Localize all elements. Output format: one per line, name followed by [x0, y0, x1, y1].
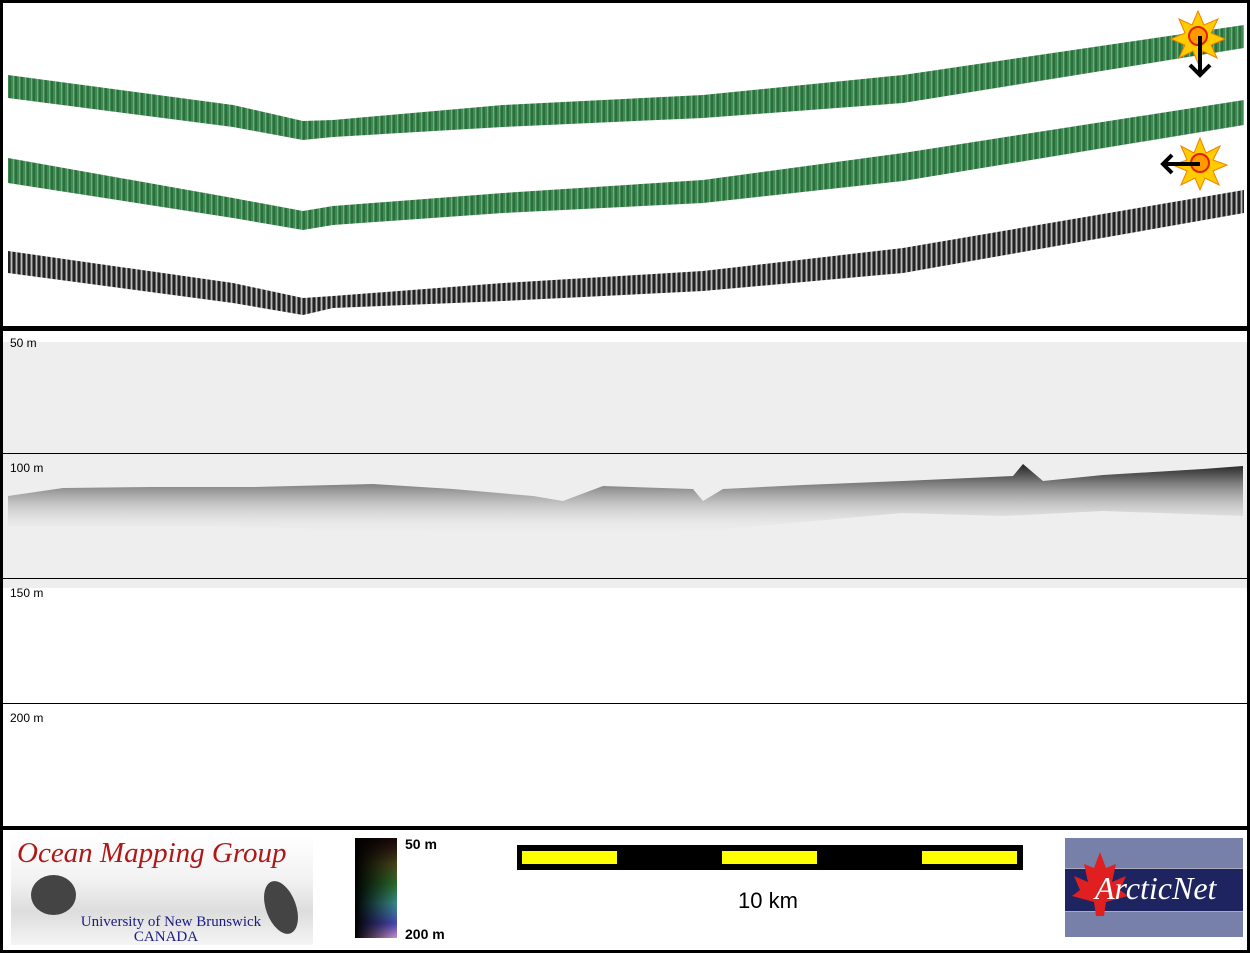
omg-title: Ocean Mapping Group: [17, 837, 287, 869]
scale-segment: [522, 851, 617, 864]
swath-shaded-north: [8, 25, 1244, 140]
legend-bottom-label: 200 m: [405, 926, 445, 942]
depth-label-200: 200 m: [10, 711, 44, 725]
depth-label-50: 50 m: [10, 336, 37, 350]
maple-leaf-icon: [1072, 852, 1128, 916]
footer-panel: Ocean Mapping Group University of New Br…: [3, 830, 1247, 950]
ocean-mapping-group-logo: Ocean Mapping Group University of New Br…: [11, 835, 313, 945]
scale-segment: [722, 851, 817, 864]
profile-background: [3, 342, 1247, 588]
omg-university: University of New Brunswick: [80, 914, 262, 930]
depth-gridline-100: [3, 453, 1247, 454]
depth-label-150: 150 m: [10, 586, 44, 600]
sun-arrow-left-icon: [1160, 136, 1229, 192]
seafloor-profile: [8, 464, 1243, 536]
legend-top-label: 50 m: [405, 836, 437, 852]
swath-map: [8, 9, 1244, 315]
swath-backscatter: [8, 190, 1244, 315]
depth-gridline-150: [3, 578, 1247, 579]
swath-shaded-east: [8, 100, 1244, 230]
swath-map-panel: [3, 3, 1247, 326]
arcticnet-wordmark: ArcticNet: [1095, 870, 1217, 906]
depth-label-100: 100 m: [10, 461, 44, 475]
seafloor-echo: [8, 464, 1243, 536]
sonar-image-icon: [31, 875, 76, 915]
arcticnet-logo: ArcticNet: [1065, 838, 1243, 937]
scale-label: 10 km: [738, 888, 798, 913]
depth-color-legend: [355, 838, 397, 938]
depth-profile-panel: 50 m 100 m 150 m 200 m: [3, 331, 1247, 826]
depth-gridline-200: [3, 703, 1247, 704]
sun-arrow-down-icon: [1169, 9, 1227, 78]
scale-segment: [922, 851, 1017, 864]
scale-bar: [517, 845, 1023, 870]
omg-country: CANADA: [133, 929, 199, 945]
